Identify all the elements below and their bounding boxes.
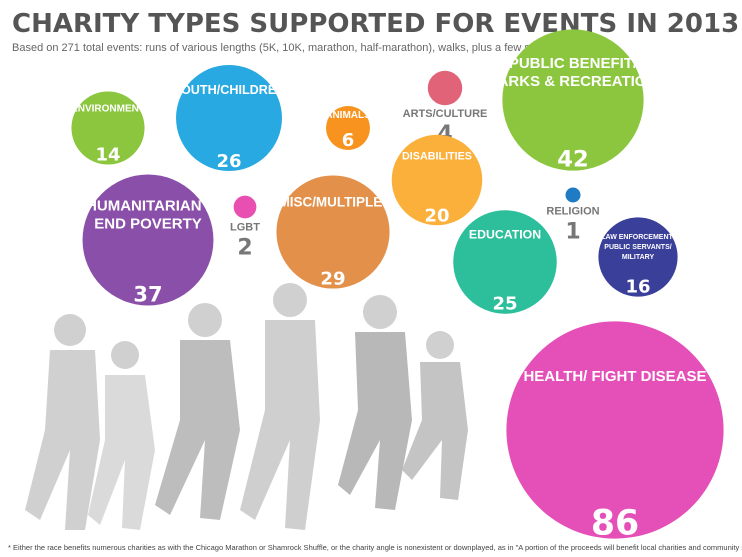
bubble-value: 29: [320, 269, 345, 290]
bubble: [326, 106, 370, 150]
bubble-label: EDUCATION: [469, 228, 541, 242]
bubble-label: LGBT: [230, 221, 260, 233]
bubble: [502, 29, 644, 171]
bubble-label: ENVIRONMENT: [71, 104, 145, 115]
bubble-value: 25: [492, 294, 517, 315]
bubble-label: PUBLIC BENEFIT/: [509, 55, 638, 72]
bubble-label: ARTS/CULTURE: [403, 108, 488, 120]
bubble: [506, 321, 724, 539]
bubble: [427, 70, 463, 106]
bubble-label: END POVERTY: [94, 216, 202, 233]
bubble-label: YOUTH/CHILDREN: [173, 83, 286, 97]
bubble-label: RELIGION: [546, 206, 599, 218]
bubble-label: MILITARY: [622, 254, 655, 261]
bubble-label: ANIMALS: [325, 110, 371, 121]
bubble-label: MISC/MULTIPLE*: [279, 195, 389, 210]
footnote: * Either the race benefits numerous char…: [8, 543, 742, 552]
bubble-value: 16: [625, 277, 650, 298]
bubble: [233, 195, 257, 219]
bubble-label: PUBLIC SERVANTS/: [604, 244, 671, 251]
bubble-label: PARKS & RECREATION: [489, 73, 658, 90]
bubble-value: 37: [133, 282, 162, 306]
bubble-value: 42: [557, 147, 588, 173]
bubble-value: 20: [424, 205, 449, 226]
bubble: [276, 175, 390, 289]
bubble: [82, 174, 214, 306]
bubble-label: DISABILITIES: [402, 151, 472, 163]
bubble-value: 1: [565, 220, 580, 245]
bubble: [71, 91, 145, 165]
bubble: [176, 65, 282, 171]
bubble-value: 26: [216, 151, 241, 172]
bubble-label: HUMANITARIAN /: [86, 198, 211, 215]
bubble: [565, 187, 581, 203]
bubble-value: 6: [342, 130, 355, 151]
runner-silhouettes: [25, 283, 468, 530]
bubble-label: LAW ENFORCEMENT/: [601, 234, 675, 241]
bubble: [391, 134, 483, 226]
bubble: [453, 210, 557, 314]
chart-subtitle: Based on 271 total events: runs of vario…: [12, 42, 580, 54]
bubble-label: HEALTH/ FIGHT DISEASE: [523, 368, 706, 385]
chart-title: CHARITY TYPES SUPPORTED FOR EVENTS IN 20…: [12, 9, 739, 39]
bubble-value: 14: [95, 145, 120, 166]
bubble-value: 86: [591, 504, 639, 544]
bubble-value: 2: [237, 235, 252, 260]
bubble: [598, 217, 678, 297]
